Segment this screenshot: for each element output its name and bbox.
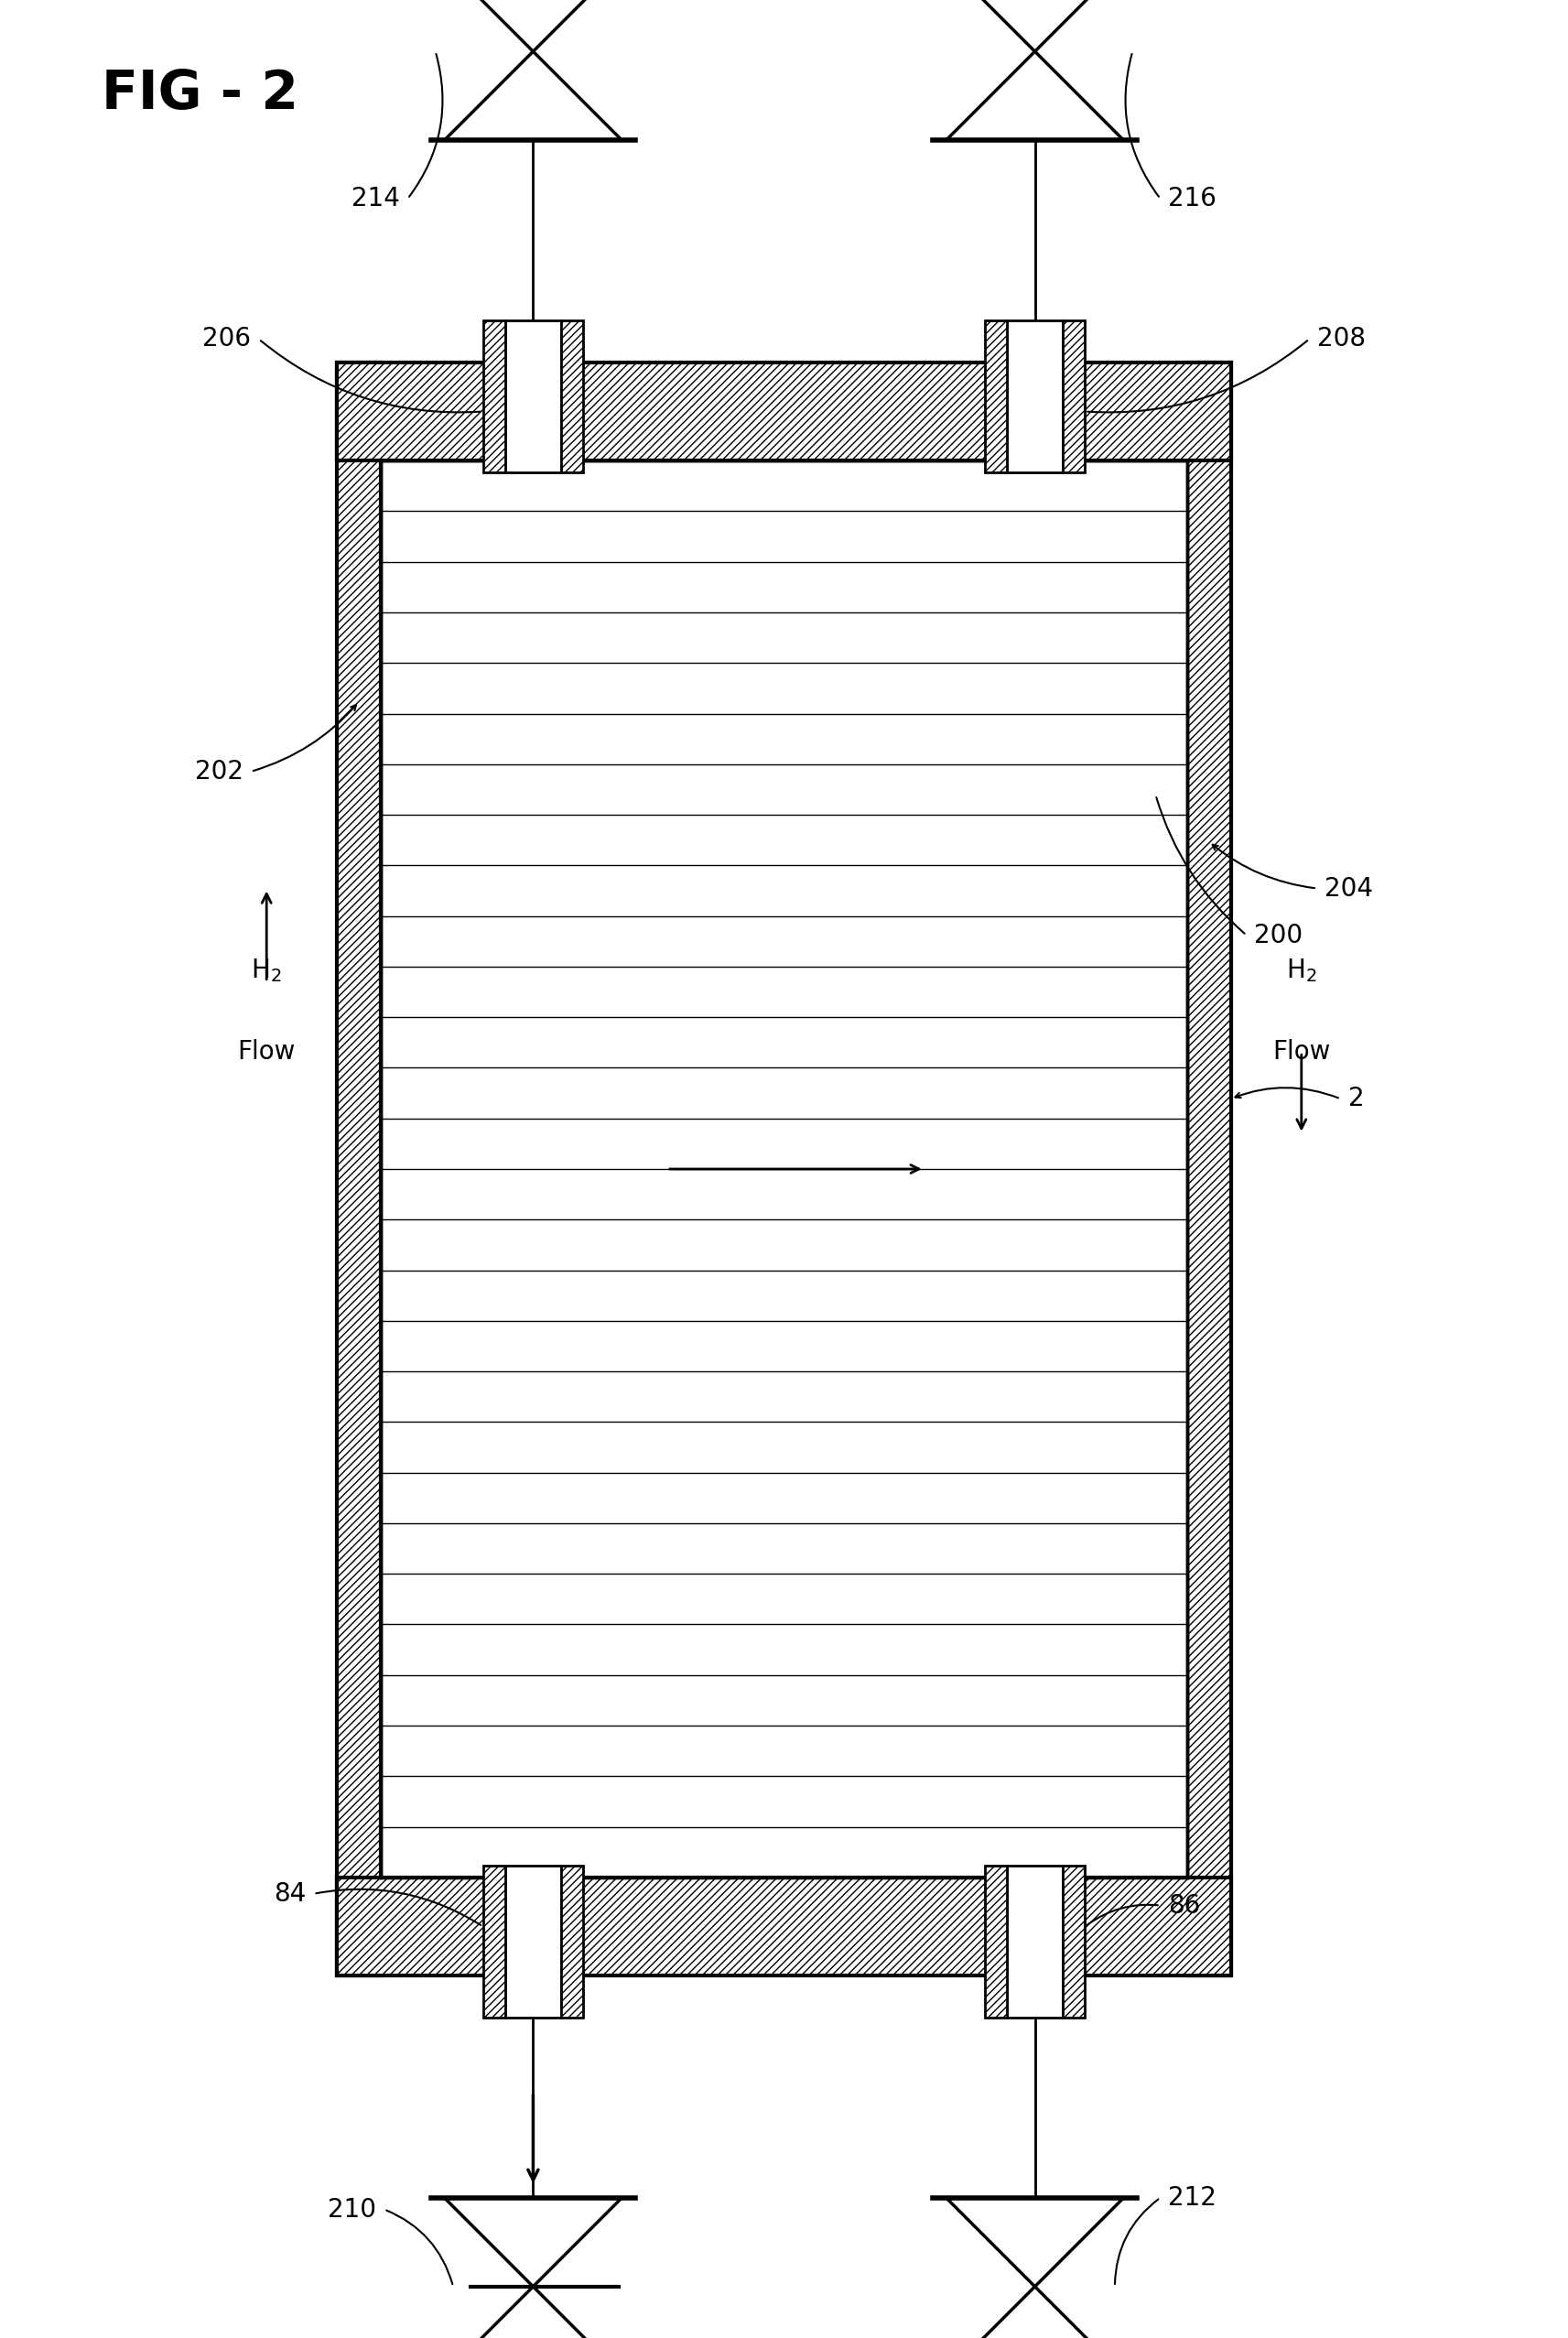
- Bar: [505, 1866, 561, 2018]
- Bar: [561, 320, 583, 472]
- Text: FIG - 2: FIG - 2: [102, 68, 299, 119]
- Text: H$_2$: H$_2$: [1286, 956, 1317, 984]
- Text: 212: 212: [1168, 2186, 1217, 2209]
- Bar: [1063, 1866, 1085, 2018]
- Bar: [985, 1866, 1007, 2018]
- Bar: [1063, 320, 1085, 472]
- Bar: [337, 1877, 1231, 1976]
- Polygon shape: [444, 2198, 622, 2287]
- Text: 2: 2: [1348, 1087, 1364, 1111]
- Text: 216: 216: [1168, 187, 1217, 210]
- Bar: [483, 320, 505, 472]
- Polygon shape: [946, 0, 1124, 51]
- Bar: [381, 461, 1187, 1877]
- Bar: [1007, 320, 1063, 472]
- Text: 210: 210: [328, 2198, 376, 2221]
- Bar: [1007, 1866, 1063, 2018]
- Bar: [1187, 362, 1231, 1976]
- Text: 86: 86: [1168, 1894, 1201, 1917]
- Bar: [561, 1866, 583, 2018]
- Text: 208: 208: [1317, 327, 1366, 351]
- Text: H$_2$: H$_2$: [251, 956, 282, 984]
- Polygon shape: [444, 2287, 622, 2338]
- Polygon shape: [444, 0, 622, 51]
- Bar: [337, 362, 381, 1976]
- Polygon shape: [946, 2198, 1124, 2287]
- Text: 214: 214: [351, 187, 400, 210]
- Polygon shape: [946, 51, 1124, 140]
- Text: 200: 200: [1254, 924, 1303, 947]
- Text: 204: 204: [1325, 877, 1374, 900]
- Bar: [337, 362, 1231, 461]
- Text: 84: 84: [273, 1882, 306, 1905]
- Polygon shape: [946, 2287, 1124, 2338]
- Bar: [483, 1866, 505, 2018]
- Bar: [985, 320, 1007, 472]
- Text: 202: 202: [194, 760, 243, 783]
- Text: Flow: Flow: [238, 1040, 295, 1064]
- Text: Flow: Flow: [1273, 1040, 1330, 1064]
- Bar: [505, 320, 561, 472]
- Text: 206: 206: [202, 327, 251, 351]
- Polygon shape: [444, 51, 622, 140]
